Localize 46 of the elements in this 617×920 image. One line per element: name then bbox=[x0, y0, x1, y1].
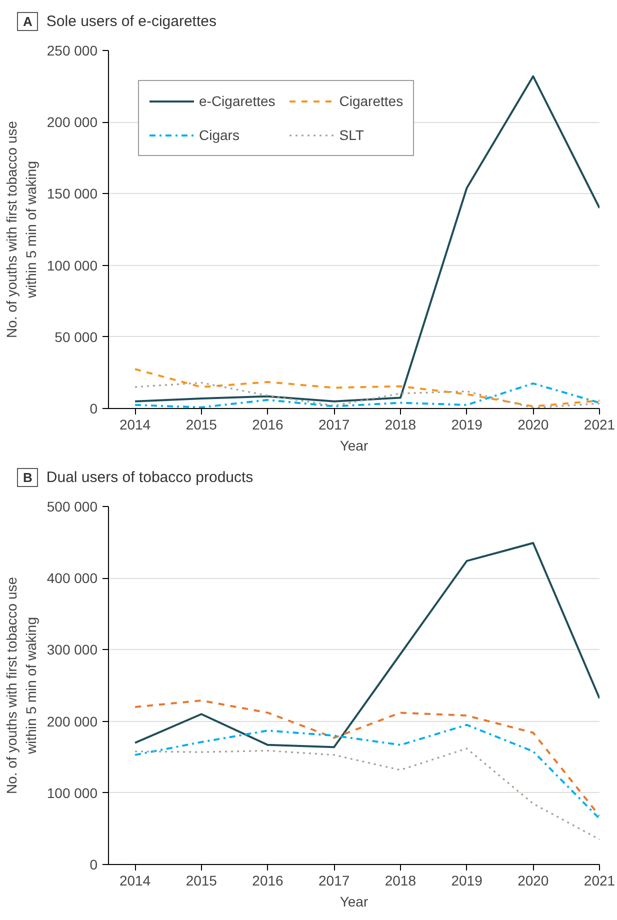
y-tick-label: 200 000 bbox=[46, 713, 98, 730]
x-tick-label: 2015 bbox=[186, 872, 218, 888]
x-tick-label: 2014 bbox=[119, 872, 151, 888]
x-tick-label: 2018 bbox=[384, 872, 416, 888]
line-series bbox=[134, 75, 600, 402]
line-series bbox=[134, 368, 600, 408]
y-tick-label: 100 000 bbox=[46, 784, 98, 801]
x-tick-label: 2016 bbox=[252, 416, 284, 432]
legend-label: Cigars bbox=[199, 127, 240, 143]
x-axis-title: Year bbox=[340, 438, 368, 454]
x-tick-label: 2017 bbox=[318, 416, 350, 432]
y-tick-label: 400 000 bbox=[46, 570, 98, 586]
legend-label: e-Cigarettes bbox=[199, 93, 276, 109]
x-tick-label: 2019 bbox=[451, 872, 483, 888]
x-tick-label: 2016 bbox=[252, 872, 284, 888]
x-tick-label: 2015 bbox=[186, 416, 218, 432]
x-tick-label: 2019 bbox=[451, 416, 483, 432]
line-series bbox=[134, 748, 600, 840]
y-tick-label: 0 bbox=[90, 400, 98, 416]
y-tick-label: 300 000 bbox=[46, 642, 98, 658]
x-axis-title: Year bbox=[340, 894, 368, 910]
x-tick-label: 2021 bbox=[584, 872, 616, 888]
x-tick-label: 2020 bbox=[518, 416, 549, 432]
text: A bbox=[17, 12, 38, 31]
y-axis-title: No. of youths with first tobacco use within 5 min of waking bbox=[4, 120, 39, 338]
y-tick-label: 250 000 bbox=[46, 42, 98, 58]
x-tick-label: 2020 bbox=[518, 872, 549, 888]
text: B bbox=[17, 468, 38, 487]
x-tick-label: 2021 bbox=[584, 416, 616, 432]
x-tick-label: 2018 bbox=[384, 416, 416, 432]
line-series bbox=[134, 700, 600, 817]
legend-label: Cigarettes bbox=[339, 93, 404, 109]
chart-title: Dual users of tobacco products bbox=[46, 469, 254, 486]
line-series bbox=[134, 724, 600, 820]
chart-title: Sole users of e-cigarettes bbox=[46, 13, 216, 30]
y-tick-label: 500 000 bbox=[46, 498, 98, 514]
y-tick-label: 150 000 bbox=[46, 186, 98, 202]
x-tick-label: 2017 bbox=[318, 872, 350, 888]
y-tick-label: 200 000 bbox=[46, 114, 98, 130]
y-tick-label: 100 000 bbox=[46, 257, 98, 274]
x-tick-label: 2014 bbox=[119, 416, 151, 432]
y-axis-title: No. of youths with first tobacco use within 5 min of waking bbox=[4, 576, 39, 794]
y-tick-label: 0 bbox=[90, 856, 98, 872]
line-series bbox=[134, 542, 600, 748]
y-tick-label: 50 000 bbox=[54, 328, 98, 345]
legend-label: SLT bbox=[339, 127, 364, 143]
